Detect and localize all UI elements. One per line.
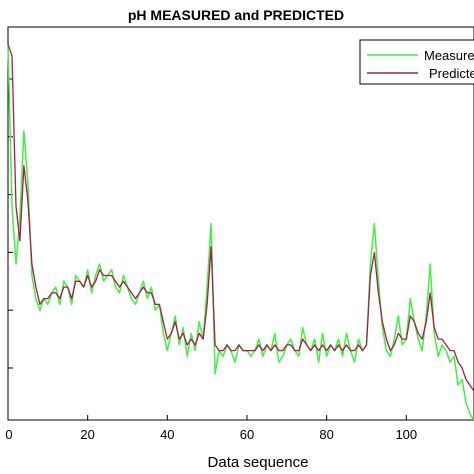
x-tick-label: 60 [240, 427, 254, 442]
series-lines [7, 44, 474, 421]
x-tick-label: 80 [319, 427, 333, 442]
legend: Measure Predicte [359, 39, 474, 85]
x-tick-label: 0 [5, 427, 12, 442]
legend-box [359, 39, 474, 85]
legend-label-predicted: Predicte [429, 66, 474, 81]
legend-label-measured: Measure [424, 48, 474, 63]
x-axis-ticks: 0 20 40 60 80 100 [5, 78, 417, 442]
x-tick-label: 20 [80, 427, 94, 442]
series-predicted-line [7, 44, 474, 392]
plot-area [7, 26, 474, 421]
chart-title: pH MEASURED and PREDICTED [128, 7, 344, 23]
x-tick-label: 100 [395, 427, 417, 442]
x-tick-label: 40 [160, 427, 174, 442]
x-axis-label: Data sequence [208, 454, 309, 471]
